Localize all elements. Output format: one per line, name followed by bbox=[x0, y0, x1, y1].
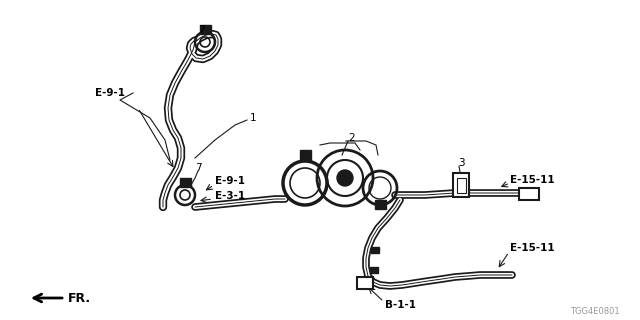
Text: 2: 2 bbox=[348, 133, 355, 143]
FancyBboxPatch shape bbox=[456, 178, 465, 193]
Text: E-9-1: E-9-1 bbox=[215, 176, 245, 186]
FancyBboxPatch shape bbox=[357, 277, 373, 289]
FancyBboxPatch shape bbox=[300, 149, 310, 161]
Text: E-15-11: E-15-11 bbox=[510, 243, 555, 253]
FancyBboxPatch shape bbox=[374, 199, 385, 209]
FancyBboxPatch shape bbox=[519, 188, 539, 200]
FancyBboxPatch shape bbox=[200, 25, 211, 34]
Text: 7: 7 bbox=[198, 25, 205, 35]
FancyBboxPatch shape bbox=[370, 267, 378, 273]
Text: E-3-1: E-3-1 bbox=[215, 191, 245, 201]
Circle shape bbox=[337, 170, 353, 186]
Text: 1: 1 bbox=[250, 113, 257, 123]
Text: B-1-1: B-1-1 bbox=[385, 300, 416, 310]
Text: 7: 7 bbox=[195, 163, 202, 173]
FancyBboxPatch shape bbox=[453, 173, 469, 197]
FancyBboxPatch shape bbox=[371, 247, 380, 253]
Text: TGG4E0801: TGG4E0801 bbox=[570, 308, 620, 316]
Text: E-15-11: E-15-11 bbox=[510, 175, 555, 185]
FancyBboxPatch shape bbox=[179, 178, 191, 187]
Text: E-9-1: E-9-1 bbox=[95, 88, 125, 98]
Text: FR.: FR. bbox=[68, 292, 91, 305]
Text: 3: 3 bbox=[458, 158, 465, 168]
